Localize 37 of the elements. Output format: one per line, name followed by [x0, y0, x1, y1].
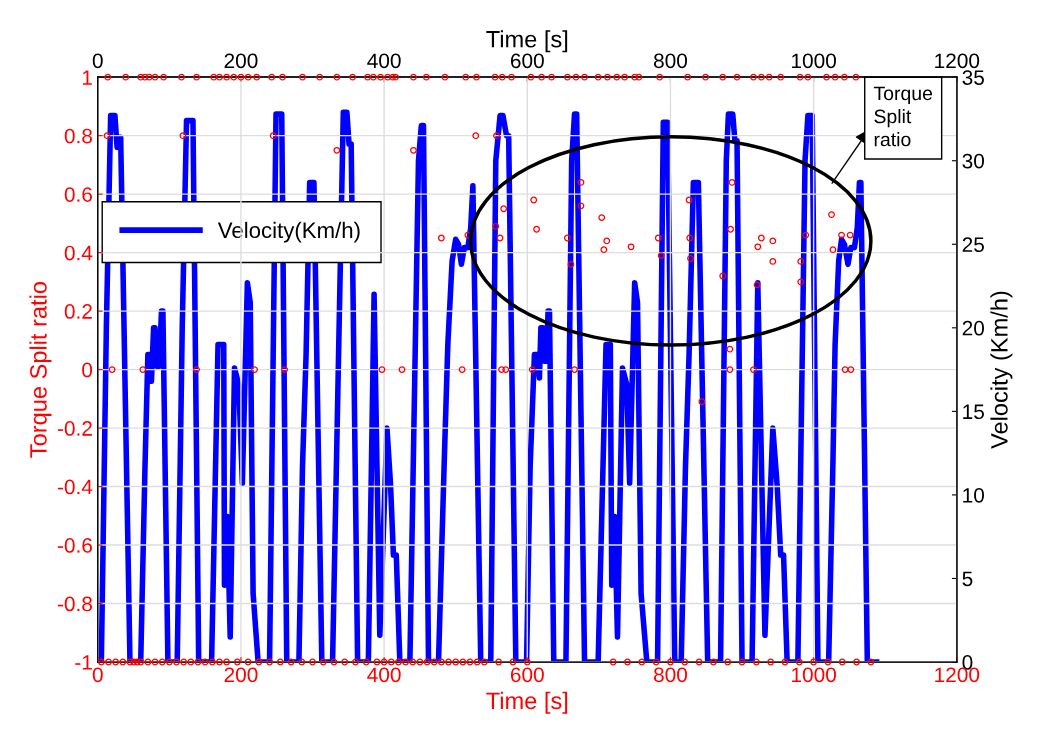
y2-tick-label: 5 [962, 571, 973, 587]
y-tick-label: -0.4 [57, 479, 93, 495]
x-tick-label: 600 [510, 667, 544, 683]
y-tick-label: -0.8 [57, 596, 92, 612]
x2-tick-label: 800 [653, 53, 688, 69]
x-axis-title: Time [s] [486, 691, 568, 714]
x2-tick-label: 400 [367, 53, 401, 69]
x2-tick-label: 1200 [935, 53, 980, 69]
y2-tick-label: 30 [962, 153, 985, 169]
y2-tick-label: 35 [962, 70, 984, 85]
y-tick-label: 0.4 [64, 245, 93, 261]
y-tick-label: -0.2 [57, 421, 92, 436]
y2-tick-label: 15 [963, 404, 984, 420]
y2-axis-title: Velocity (Km/h) [990, 291, 1013, 449]
x-tick-label: 800 [653, 667, 688, 683]
y-tick-label: 0.2 [64, 304, 92, 319]
x2-tick-label: 200 [224, 53, 258, 69]
x2-tick-label: 1000 [792, 53, 836, 69]
y-axis-title: Torque Split ratio [29, 282, 52, 458]
y2-tick-label: 10 [963, 487, 985, 503]
x-tick-label: 1000 [792, 667, 836, 683]
y2-tick-label: 20 [962, 320, 985, 336]
annotation: Torque Split ratio [873, 86, 933, 147]
y2-tick-label: 25 [962, 237, 984, 253]
y-tick-label: 0.8 [64, 128, 92, 144]
x2-tick-label: 600 [510, 53, 544, 69]
x2-axis-title: Time [s] [486, 30, 568, 53]
x-tick-label: 0 [92, 667, 103, 683]
y-tick-label: -0.6 [57, 538, 92, 553]
y-tick-label: 0.6 [64, 187, 92, 202]
x-tick-label: 400 [367, 667, 401, 683]
legend-label: Velocity(Km/h) [217, 221, 360, 243]
x2-tick-label: 0 [92, 53, 103, 69]
y-tick-label: 1 [82, 70, 92, 85]
y-tick-label: -1 [75, 655, 92, 670]
x-tick-label: 200 [224, 667, 258, 683]
y-tick-label: 0 [82, 362, 93, 378]
